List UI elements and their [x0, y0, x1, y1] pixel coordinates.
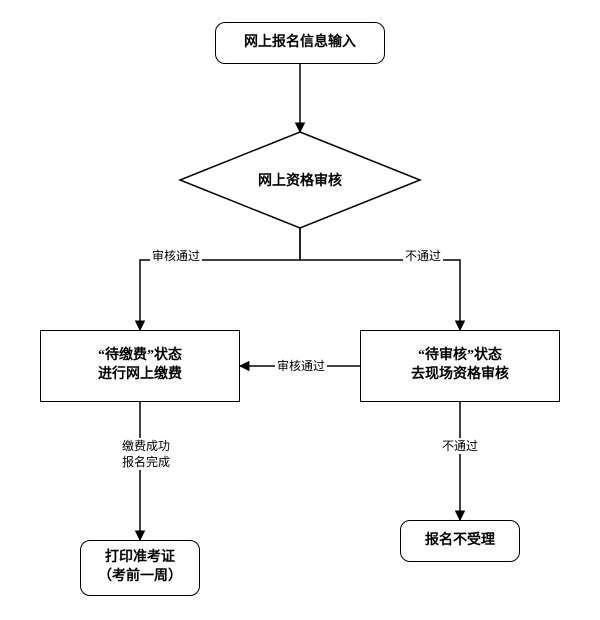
decision-text: 网上资格审核 [258, 174, 342, 189]
flowchart-canvas: 网上报名信息输入 网上资格审核 “待缴费”状态 进行网上缴费 “待审核”状态 去… [0, 0, 600, 620]
node-decision-label: 网上资格审核 [180, 170, 420, 190]
edge-label-onsite-not-approved: 不通过 [440, 438, 480, 454]
edge-label-onsite-approved: 审核通过 [275, 358, 327, 374]
node-print: 打印准考证 （考前一周） [80, 540, 200, 596]
node-onsite: “待审核”状态 去现场资格审核 [360, 330, 560, 402]
edge-label-not-approved-right: 不通过 [403, 248, 443, 264]
node-reject: 报名不受理 [400, 520, 520, 562]
pay-success-l2: 报名完成 [122, 455, 170, 469]
node-print-line1: 打印准考证 [105, 549, 175, 568]
pay-success-l1: 缴费成功 [122, 439, 170, 453]
node-reject-line1: 报名不受理 [425, 532, 495, 551]
node-onsite-line1: “待审核”状态 [418, 347, 502, 366]
node-pay-line1: “待缴费”状态 [98, 347, 182, 366]
node-start-text: 网上报名信息输入 [244, 34, 356, 53]
edge-label-pay-success: 缴费成功 报名完成 [120, 438, 172, 470]
node-start: 网上报名信息输入 [215, 22, 385, 64]
node-pay-line2: 进行网上缴费 [98, 366, 182, 385]
node-pay: “待缴费”状态 进行网上缴费 [40, 330, 240, 402]
node-print-line2: （考前一周） [98, 568, 182, 587]
edge-label-approved-left: 审核通过 [150, 248, 202, 264]
node-onsite-line2: 去现场资格审核 [411, 366, 509, 385]
